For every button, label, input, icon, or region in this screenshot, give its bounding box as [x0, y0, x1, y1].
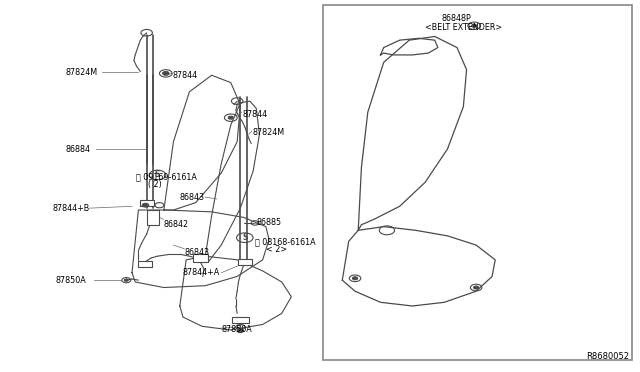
Circle shape	[472, 24, 477, 27]
Circle shape	[353, 277, 358, 280]
Bar	[140, 200, 154, 206]
Text: S: S	[242, 233, 248, 242]
Text: <BELT EXTENDER>: <BELT EXTENDER>	[425, 23, 502, 32]
Circle shape	[474, 286, 479, 289]
Text: 87824M: 87824M	[252, 128, 285, 137]
Text: < 2>: < 2>	[266, 245, 287, 254]
Bar	[193, 254, 209, 262]
Bar	[147, 210, 159, 225]
Bar	[232, 317, 248, 323]
Text: 86884: 86884	[65, 145, 90, 154]
Text: 86842: 86842	[164, 220, 189, 229]
Text: 87844+B: 87844+B	[52, 203, 90, 213]
Text: 86885: 86885	[256, 218, 282, 227]
Bar	[323, 5, 632, 359]
Text: 87844: 87844	[172, 71, 197, 80]
Text: 87850A: 87850A	[56, 276, 86, 285]
Text: 87844+A: 87844+A	[183, 268, 220, 277]
Text: 86843: 86843	[180, 193, 205, 202]
Text: Ⓢ 08168-6161A: Ⓢ 08168-6161A	[255, 237, 316, 246]
Text: ( 2): ( 2)	[148, 180, 162, 189]
Circle shape	[142, 203, 148, 207]
Circle shape	[124, 279, 128, 281]
Circle shape	[237, 329, 244, 333]
Text: 87850A: 87850A	[221, 326, 252, 334]
Text: 86843: 86843	[185, 248, 210, 257]
Text: Ⓢ 09169-6161A: Ⓢ 09169-6161A	[136, 172, 197, 181]
Circle shape	[163, 71, 169, 75]
Text: R8680052: R8680052	[586, 352, 629, 361]
Text: 86848P: 86848P	[441, 13, 471, 22]
Text: 87844: 87844	[243, 109, 268, 119]
Text: 87824M: 87824M	[65, 68, 97, 77]
Bar	[138, 260, 152, 267]
Text: S: S	[155, 170, 160, 179]
Circle shape	[228, 116, 234, 119]
Bar	[239, 259, 252, 265]
